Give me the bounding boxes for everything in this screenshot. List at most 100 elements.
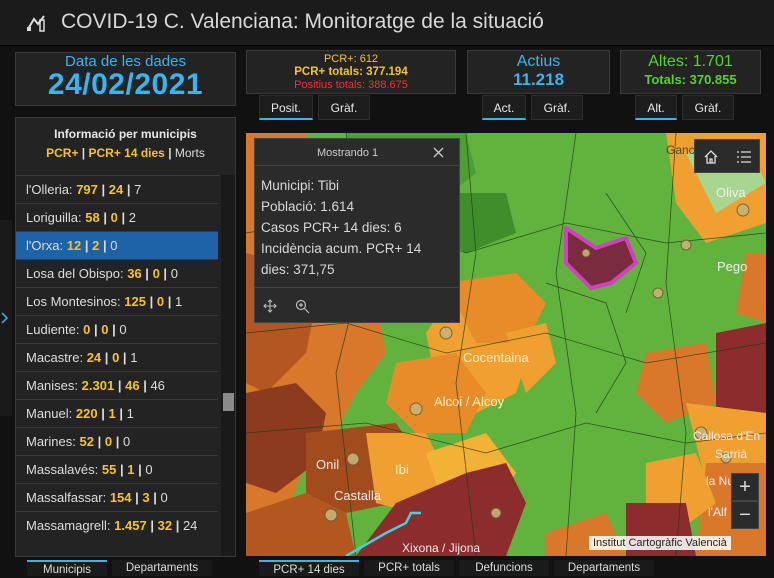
tab-departaments-map[interactable]: Departaments <box>554 560 654 576</box>
map-label-alf: l'Alf <box>708 505 727 519</box>
close-icon[interactable] <box>433 147 444 158</box>
list-item[interactable]: Los Montesinos: 125 | 0 | 1 <box>16 288 218 316</box>
tab-departaments-list[interactable]: Departaments <box>112 560 212 576</box>
municipi-name: Marines: <box>26 434 76 449</box>
pcr-panel: PCR+: 612 PCR+ totals: 377.194 Positius … <box>246 50 456 94</box>
separator: | <box>119 406 123 421</box>
pcr-value: 52 <box>79 434 94 449</box>
list-item[interactable]: Macastre: 24 | 0 | 1 <box>16 344 218 372</box>
list-item[interactable]: Massalfassar: 154 | 3 | 0 <box>16 484 218 512</box>
municipi-name: Loriguilla: <box>26 210 82 225</box>
actius-panel: Actius 11.218 <box>467 50 610 94</box>
tab-act[interactable]: Act. <box>482 95 526 120</box>
municipi-name: Massalavés: <box>26 462 99 477</box>
tab-defuncions[interactable]: Defuncions <box>459 560 549 576</box>
morts-value: 0 <box>145 462 153 477</box>
list-item[interactable]: Losa del Obispo: 36 | 0 | 0 <box>16 260 218 288</box>
move-icon[interactable] <box>263 299 277 313</box>
list-item[interactable]: l'Olleria: 797 | 24 | 7 <box>16 176 218 204</box>
popup-title: Mostrando 1 <box>317 147 379 159</box>
map-view[interactable]: Ganc Oliva Pego Cocentaina Alcoi / Alcoy… <box>246 133 766 556</box>
tab-pcr14[interactable]: PCR+ 14 dies <box>259 560 359 576</box>
zoom-to-icon[interactable] <box>295 299 310 314</box>
list-item[interactable]: Manuel: 220 | 1 | 1 <box>16 400 218 428</box>
separator: | <box>143 378 147 393</box>
morts-value: 1 <box>175 294 183 309</box>
separator: | <box>103 210 108 225</box>
separator: | <box>153 490 157 505</box>
list-item[interactable]: Ludiente: 0 | 0 | 0 <box>16 316 218 344</box>
expand-arrow-icon[interactable] <box>1 312 9 324</box>
municipi-name: Macastre: <box>26 350 84 365</box>
map-label-onil: Onil <box>316 457 340 472</box>
zoom-in-button[interactable]: + <box>731 473 759 501</box>
tab-municipis[interactable]: Municipis <box>27 560 107 576</box>
popup-line-poblacio: Població: 1.614 <box>261 199 355 214</box>
pcr14-value: 0 <box>112 350 120 365</box>
pcr14-value: 0 <box>152 266 160 281</box>
info-popup: Mostrando 1 Municipi: Tibi Població: 1.6… <box>254 138 460 323</box>
list-item[interactable]: Manises: 2.301 | 46 | 46 <box>16 372 218 400</box>
municipis-list[interactable]: l'Olleria: 797 | 24 | 7 Loriguilla: 58 | … <box>16 175 220 556</box>
municipi-name: Manuel: <box>26 406 73 421</box>
separator: | <box>101 406 105 421</box>
list-item[interactable]: Marines: 52 | 0 | 0 <box>16 428 218 456</box>
municipi-name: Ludiente: <box>26 322 80 337</box>
morts-value: 0 <box>170 266 178 281</box>
separator: | <box>101 182 106 197</box>
tab-posit[interactable]: Posit. <box>259 95 313 120</box>
pcr14-value: 1 <box>127 462 135 477</box>
list-item[interactable]: l'Orxa: 12 | 2 | 0 <box>16 232 218 260</box>
morts-value: 2 <box>128 210 136 225</box>
list-icon[interactable] <box>736 149 752 165</box>
tab-alt-graf[interactable]: Gràf. <box>682 95 734 120</box>
app-title: COVID-19 C. Valenciana: Monitoratge de l… <box>61 10 544 33</box>
map-label-pego: Pego <box>717 259 748 274</box>
pcr14-value: 3 <box>142 490 150 505</box>
separator: | <box>149 294 154 309</box>
separator: | <box>84 238 89 253</box>
municipis-legend: PCR+ | PCR+ 14 dies | Morts <box>16 146 235 160</box>
pcr-value: 36 <box>127 266 142 281</box>
pcr14-value: 1 <box>108 406 116 421</box>
date-value: 24/02/2021 <box>47 68 204 101</box>
municipi-name: l'Orxa: <box>26 238 64 253</box>
separator: | <box>119 462 124 477</box>
tab-alt[interactable]: Alt. <box>635 95 677 120</box>
pcr14-value: 0 <box>101 322 109 337</box>
tab-act-graf[interactable]: Gràf. <box>531 95 583 120</box>
morts-value: 0 <box>119 322 127 337</box>
list-scrollbar[interactable] <box>221 175 235 556</box>
map-label-callosa: Callosa d'En <box>693 429 760 443</box>
pcr-value: 0 <box>83 322 91 337</box>
pcr-value: 220 <box>75 406 98 421</box>
home-icon[interactable] <box>703 149 719 165</box>
tab-pcr-totals[interactable]: PCR+ totals <box>364 560 454 576</box>
pcr-value: 1.457 <box>114 518 147 533</box>
list-item[interactable]: Loriguilla: 58 | 0 | 2 <box>16 204 218 232</box>
map-label-castalla: Castalla <box>334 488 381 503</box>
legend-sep-2: | <box>164 146 175 160</box>
separator: | <box>150 518 154 533</box>
morts-value: 1 <box>126 406 134 421</box>
map-toolbar <box>694 139 760 173</box>
left-collapse-strip[interactable] <box>0 220 12 416</box>
list-item[interactable]: Massalavés: 55 | 1 | 0 <box>16 456 218 484</box>
popup-divider <box>255 287 459 288</box>
municipi-name: Losa del Obispo: <box>26 266 124 281</box>
separator: | <box>135 490 139 505</box>
separator: | <box>104 350 109 365</box>
zoom-out-button[interactable]: − <box>731 501 759 529</box>
popup-line-incidencia: Incidència acum. PCR+ 14 <box>261 241 422 256</box>
tab-pcr-graf[interactable]: Gràf. <box>318 95 370 120</box>
municipi-name: Massalfassar: <box>26 490 107 505</box>
pcr-value: 24 <box>86 350 102 365</box>
pcr-value: 12 <box>66 238 82 253</box>
popup-header: Mostrando 1 <box>255 139 459 166</box>
separator: | <box>115 434 120 449</box>
list-item[interactable]: Massamagrell: 1.457 | 32 | 24 <box>16 512 218 556</box>
scrollbar-thumb[interactable] <box>223 393 234 411</box>
pcr-value: 55 <box>101 462 117 477</box>
positius-total: Positius totals: 388.675 <box>294 79 408 91</box>
pcr14-value: 46 <box>125 378 140 393</box>
